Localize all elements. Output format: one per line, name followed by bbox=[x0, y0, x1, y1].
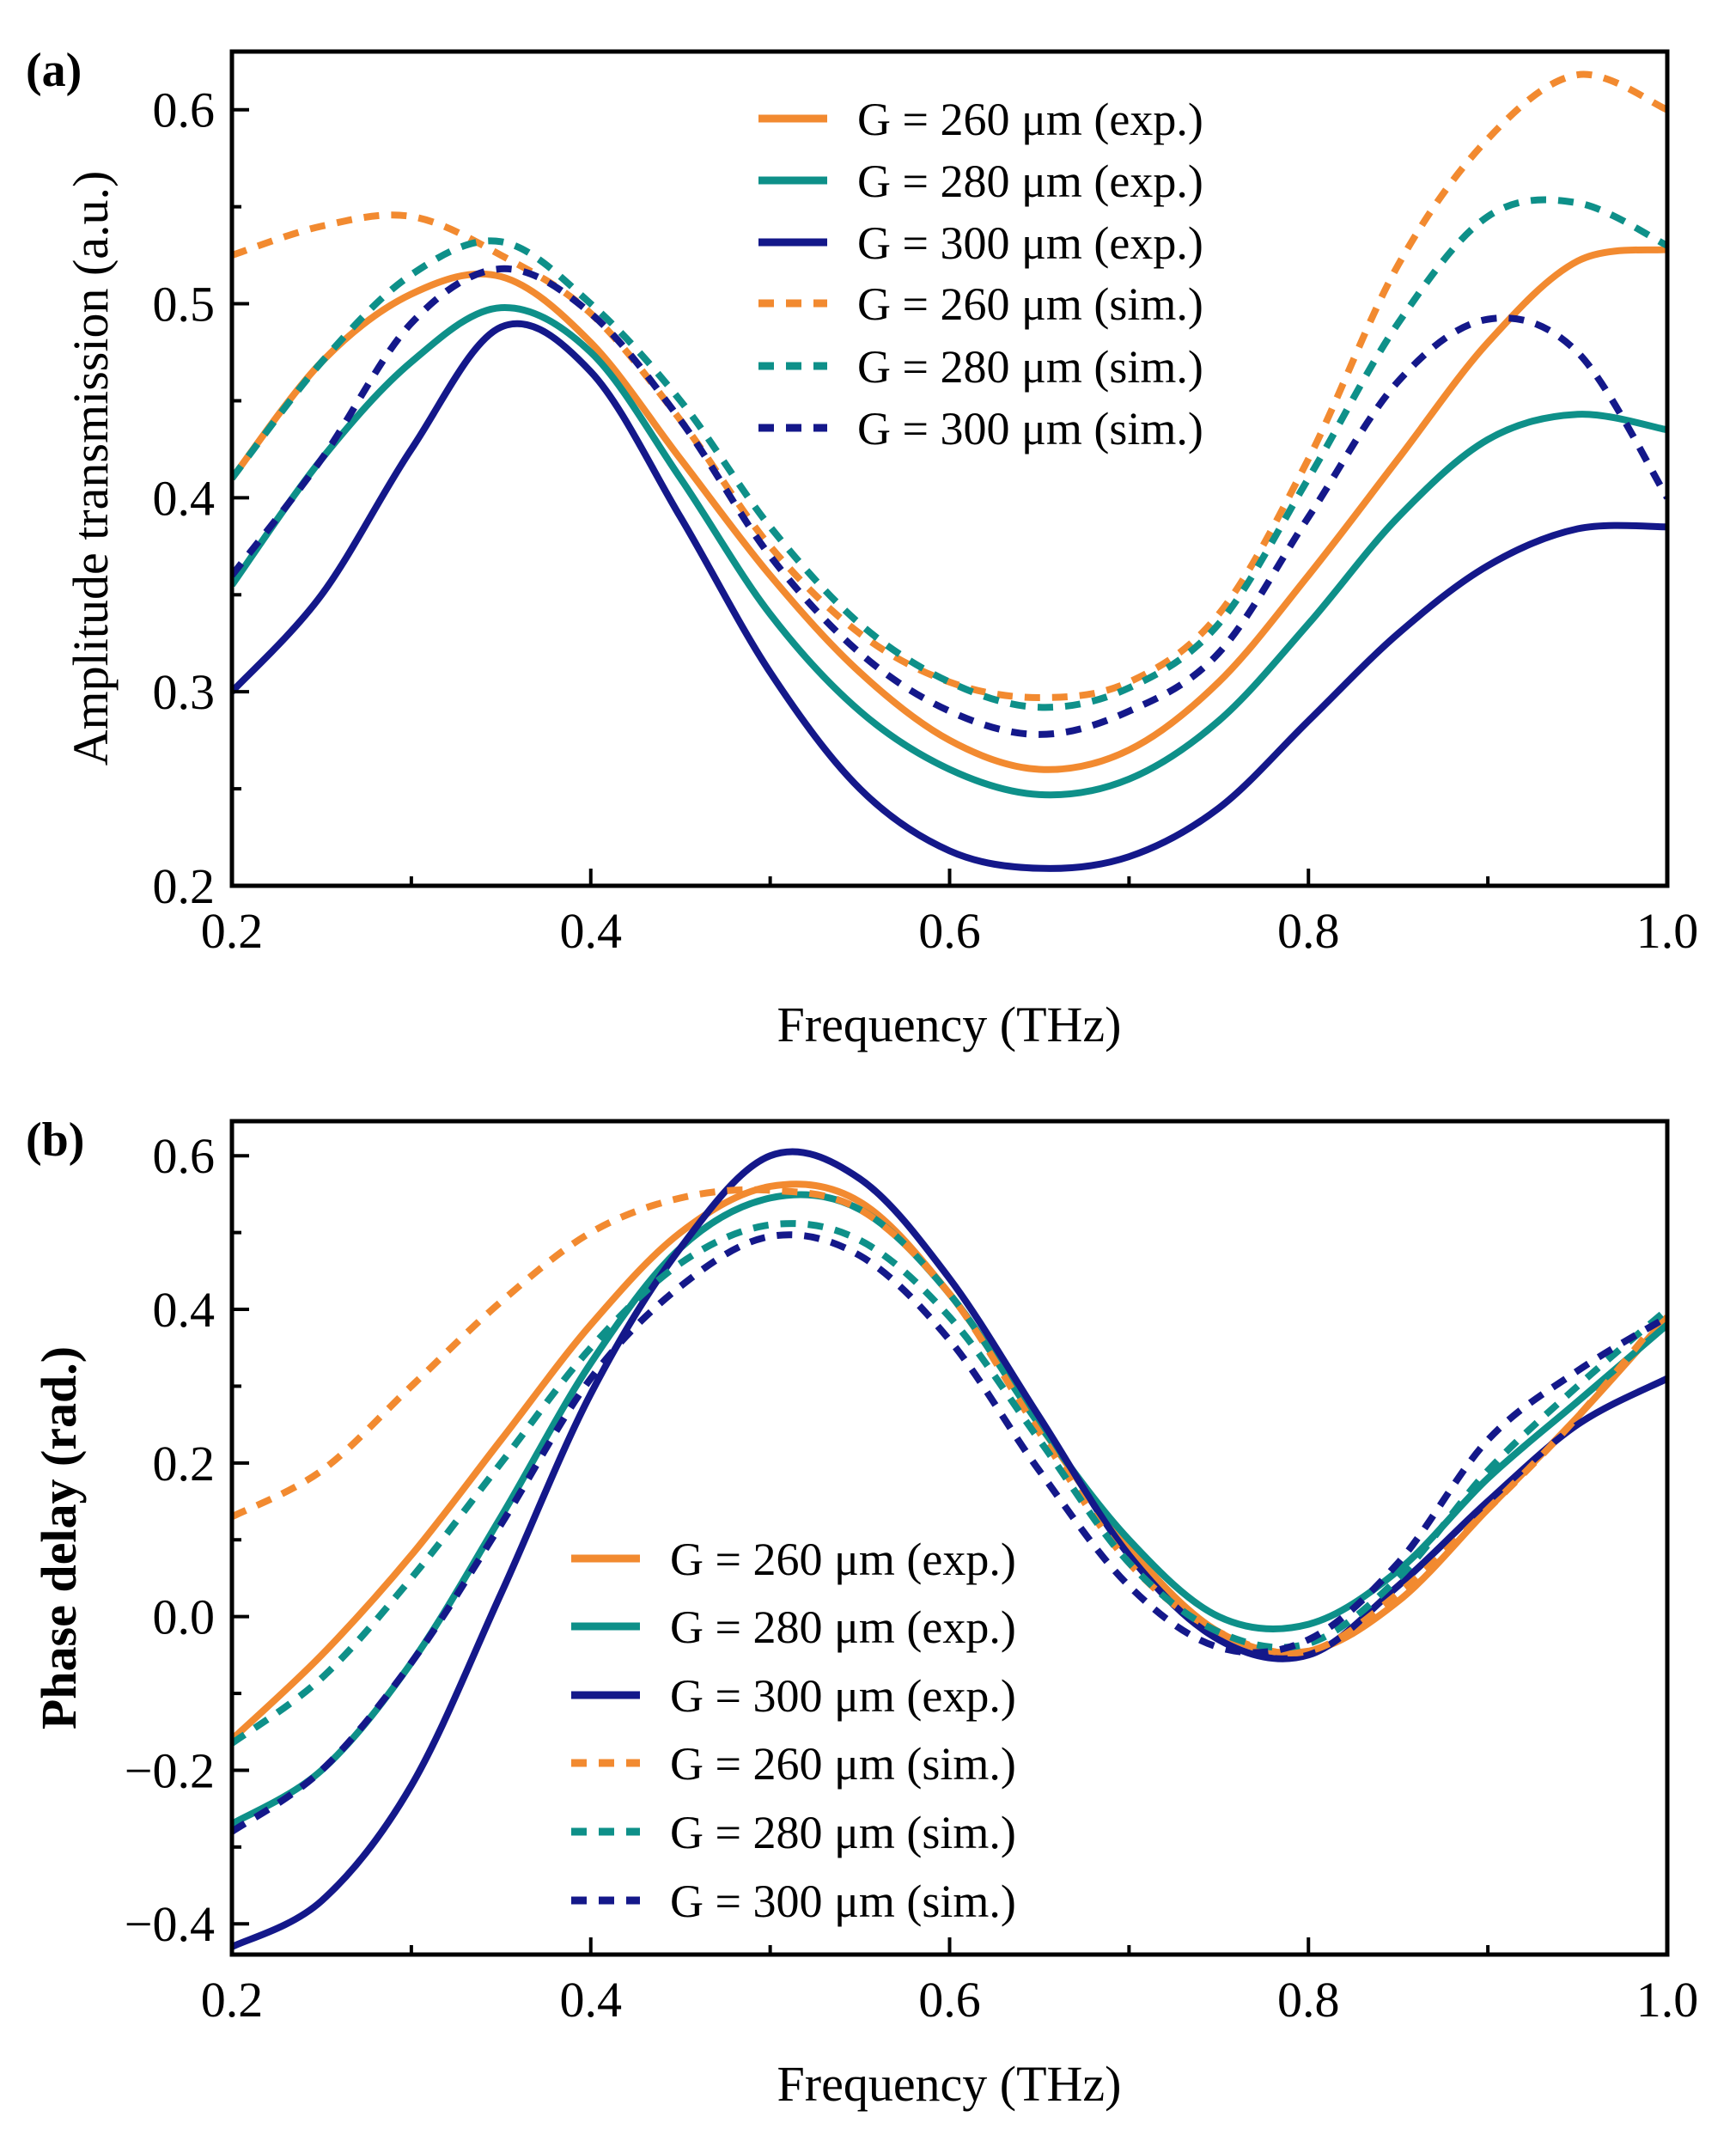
panel-label: (b) bbox=[26, 1113, 84, 1167]
y-axis-label: Amplitude transmission (a.u.) bbox=[63, 171, 119, 766]
series-line-3 bbox=[232, 1186, 1667, 1657]
legend-label: G = 300 μm (sim.) bbox=[670, 1876, 1016, 1927]
series-line-5 bbox=[232, 1231, 1667, 1835]
series-line-4 bbox=[232, 196, 1667, 711]
legend-label: G = 260 μm (exp.) bbox=[857, 94, 1203, 145]
panel-a-amplitude-chart: (a) Frequency (THz) Amplitude transmissi… bbox=[26, 44, 1698, 1052]
legend-label: G = 260 μm (sim.) bbox=[857, 278, 1203, 330]
x-axis-label: Frequency (THz) bbox=[777, 997, 1122, 1052]
x-axis-label: Frequency (THz) bbox=[777, 2056, 1122, 2112]
series-line-2 bbox=[232, 320, 1667, 872]
series-line-1 bbox=[232, 304, 1667, 799]
panel-b-phase-chart: (b) Frequency (THz) Phase delay (rad.) G… bbox=[26, 1113, 1698, 2112]
y-tick-label: 0.2 bbox=[153, 858, 216, 914]
y-tick-label: 0.4 bbox=[153, 1282, 216, 1338]
legend-label: G = 300 μm (sim.) bbox=[857, 403, 1203, 454]
y-tick-label: 0.0 bbox=[153, 1589, 216, 1645]
y-tick-label: 0.3 bbox=[153, 664, 216, 720]
legend-label: G = 280 μm (sim.) bbox=[857, 341, 1203, 393]
x-tick-label: 0.4 bbox=[560, 903, 623, 959]
series-group bbox=[232, 1148, 1667, 1950]
legend-label: G = 280 μm (exp.) bbox=[857, 156, 1203, 207]
series-line-4 bbox=[232, 1220, 1667, 1747]
x-tick-label: 0.6 bbox=[918, 1972, 981, 2028]
series-group bbox=[232, 70, 1667, 872]
legend-label: G = 280 μm (exp.) bbox=[670, 1601, 1016, 1653]
legend-label: G = 300 μm (exp.) bbox=[857, 217, 1203, 269]
y-tick-label: −0.2 bbox=[125, 1742, 215, 1798]
series-line-5 bbox=[232, 265, 1667, 738]
legend-label: G = 260 μm (exp.) bbox=[670, 1534, 1016, 1585]
x-tick-label: 0.4 bbox=[560, 1972, 623, 2028]
y-tick-label: 0.2 bbox=[153, 1436, 216, 1491]
y-tick-label: −0.4 bbox=[125, 1896, 215, 1952]
legend-label: G = 280 μm (sim.) bbox=[670, 1807, 1016, 1858]
panel-label: (a) bbox=[26, 44, 82, 97]
x-tick-label: 1.0 bbox=[1636, 1972, 1699, 2028]
x-tick-label: 1.0 bbox=[1636, 903, 1699, 959]
y-axis-label: Phase delay (rad.) bbox=[31, 1346, 87, 1729]
y-tick-label: 0.5 bbox=[153, 277, 216, 332]
series-line-3 bbox=[232, 70, 1667, 701]
x-tick-label: 0.2 bbox=[201, 903, 264, 959]
series-line-0 bbox=[232, 1180, 1667, 1742]
legend-label: G = 300 μm (exp.) bbox=[670, 1670, 1016, 1722]
legend-label: G = 260 μm (sim.) bbox=[670, 1738, 1016, 1790]
x-tick-label: 0.8 bbox=[1277, 1972, 1340, 2028]
y-tick-label: 0.6 bbox=[153, 1128, 216, 1184]
y-tick-label: 0.6 bbox=[153, 82, 216, 138]
x-tick-label: 0.6 bbox=[918, 903, 981, 959]
x-tick-label: 0.8 bbox=[1277, 903, 1340, 959]
y-tick-label: 0.4 bbox=[153, 470, 216, 526]
series-line-2 bbox=[232, 1148, 1667, 1950]
x-tick-label: 0.2 bbox=[201, 1972, 264, 2028]
